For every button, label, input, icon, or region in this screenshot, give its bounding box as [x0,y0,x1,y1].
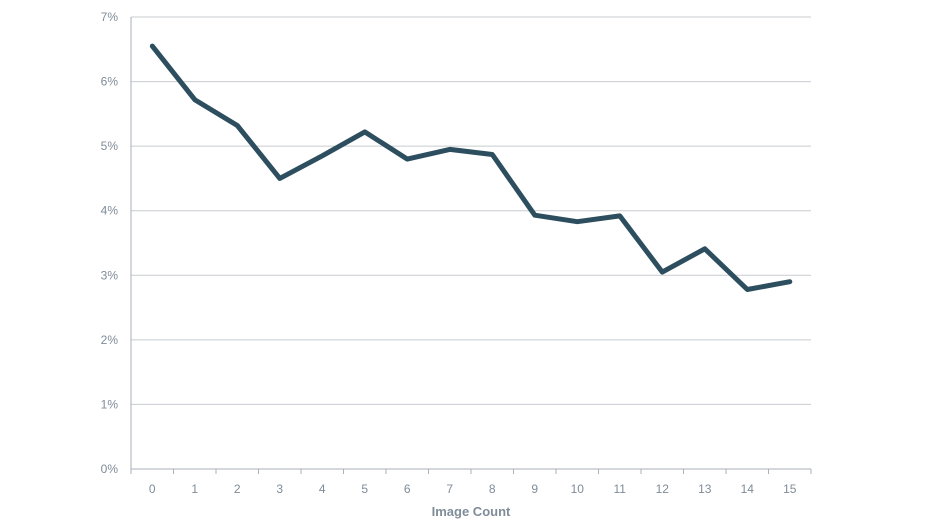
x-tick-label: 7 [446,482,453,496]
x-tick-label: 10 [571,482,585,496]
y-tick-label: 1% [101,397,119,411]
x-tick-label: 5 [361,482,368,496]
y-tick-labels: 0% 1% 2% 3% 4% 5% 6% 7% [101,10,119,476]
x-tick-label: 13 [698,482,712,496]
x-tick-label: 4 [319,482,326,496]
series-line-0 [152,46,790,289]
x-tick-label: 8 [489,482,496,496]
x-tick-label: 14 [741,482,755,496]
y-tick-label: 5% [101,139,119,153]
x-tick-label: 15 [783,482,797,496]
x-tick-label: 3 [276,482,283,496]
x-tick-label: 2 [234,482,241,496]
y-tick-label: 6% [101,75,119,89]
y-tick-label: 3% [101,268,119,282]
x-tick-label: 1 [191,482,198,496]
series-layer [152,46,790,289]
x-axis-title: Image Count [432,504,511,519]
x-tick-label: 6 [404,482,411,496]
y-tick-label: 0% [101,462,119,476]
y-tick-label: 2% [101,333,119,347]
y-tick-label: 4% [101,204,119,218]
x-tick-label: 11 [614,482,627,496]
x-tick-label: 9 [531,482,538,496]
y-tick-label: 7% [101,10,119,24]
gridlines [131,17,811,404]
x-tick-label: 12 [656,482,670,496]
x-tick-label: 0 [149,482,156,496]
axes [131,17,811,474]
